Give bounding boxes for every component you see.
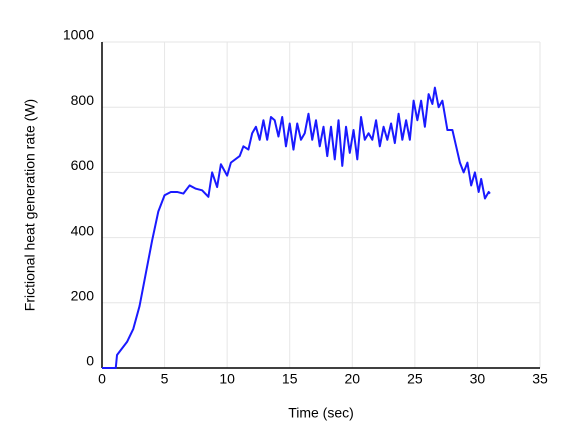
y-tick-label: 600	[71, 157, 95, 173]
x-tick-label: 5	[161, 371, 169, 387]
x-tick-label: 15	[282, 371, 298, 387]
x-tick-label: 35	[532, 371, 548, 387]
y-tick-label: 400	[71, 222, 95, 238]
x-axis-label: Time (sec)	[288, 405, 354, 421]
x-tick-label: 10	[219, 371, 235, 387]
x-tick-label: 0	[98, 371, 106, 387]
y-tick-label: 1000	[63, 27, 94, 43]
x-tick-label: 25	[407, 371, 423, 387]
x-tick-label: 20	[344, 371, 360, 387]
data-line	[102, 86, 491, 369]
y-tick-label: 800	[71, 92, 95, 108]
y-tick-label: 200	[71, 288, 95, 304]
y-axis-label: Frictional heat generation rate (W)	[22, 99, 38, 311]
x-tick-label: 30	[470, 371, 486, 387]
y-tick-label: 0	[86, 353, 94, 369]
